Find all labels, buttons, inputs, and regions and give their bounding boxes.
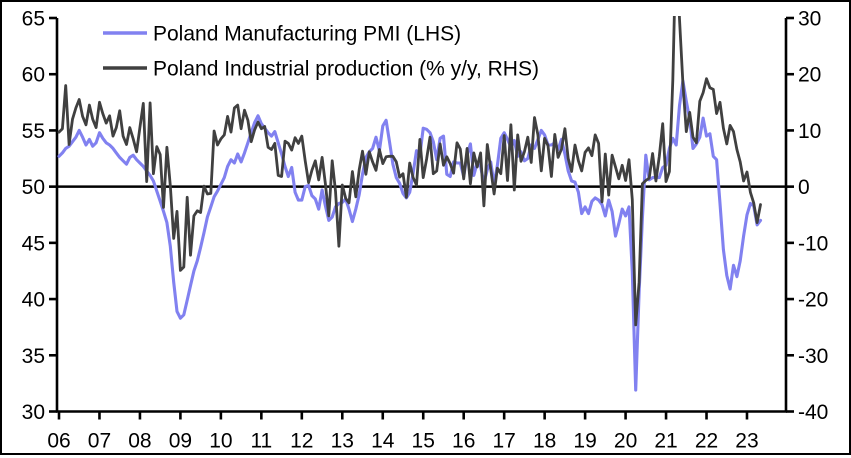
- legend: Poland Manufacturing PMI (LHS) Poland In…: [103, 23, 539, 81]
- left-axis-tick-label: 45: [22, 232, 45, 255]
- x-axis-tick-label: 21: [654, 430, 677, 453]
- data-series: [57, 16, 763, 392]
- right-axis-tick-label: 0: [798, 176, 810, 199]
- x-axis-tick-label: 22: [695, 430, 718, 453]
- left-axis-tick-label: 40: [22, 289, 45, 312]
- x-axis-tick-label: 16: [452, 430, 475, 453]
- left-axis-tick-label: 50: [22, 176, 45, 199]
- x-axis-tick-label: 13: [331, 430, 354, 453]
- left-axis-tick-label: 65: [22, 8, 45, 31]
- x-axis-tick-label: 23: [735, 430, 758, 453]
- pmi-legend-label: Poland Manufacturing PMI (LHS): [153, 23, 461, 46]
- x-axis-tick-label: 08: [128, 430, 151, 453]
- x-axis-tick-label: 19: [573, 430, 596, 453]
- right-axis-tick-label: -10: [798, 232, 828, 255]
- x-axis-tick-label: 17: [492, 430, 515, 453]
- left-axis-tick-label: 55: [22, 120, 45, 143]
- x-axis-tick-label: 09: [169, 430, 192, 453]
- left-axis-tick-label: 30: [22, 401, 45, 424]
- industrial-production-legend-label: Poland Industrial production (% y/y, RHS…: [153, 58, 539, 81]
- x-axis-tick-label: 14: [371, 430, 395, 453]
- x-axis-tick-label: 11: [250, 430, 272, 453]
- x-axis-tick-label: 12: [290, 430, 313, 453]
- x-axis-tick-label: 20: [614, 430, 637, 453]
- right-axis-tick-label: 10: [798, 120, 821, 143]
- right-axis-tick-label: 30: [798, 8, 821, 31]
- left-axis-tick-label: 35: [22, 345, 45, 368]
- x-axis-tick-label: 07: [88, 430, 111, 453]
- right-axis-tick-label: -20: [798, 289, 828, 312]
- x-axis-tick-label: 06: [47, 430, 70, 453]
- x-axis-tick-label: 10: [209, 430, 232, 453]
- pmi-line: [57, 79, 763, 392]
- industrial-production-line: [57, 16, 762, 327]
- right-axis-tick-label: 20: [798, 64, 821, 87]
- left-axis-tick-label: 60: [22, 64, 45, 87]
- x-axis-tick-label: 18: [533, 430, 556, 453]
- axes: 65 60 55 50 45 40 35 30 30 20 10 0 -10 -20 -30 -40 06 07 0…: [22, 8, 829, 453]
- x-axis-tick-label: 15: [412, 430, 435, 453]
- right-axis-tick-label: -30: [798, 345, 828, 368]
- right-axis-tick-label: -40: [798, 401, 828, 424]
